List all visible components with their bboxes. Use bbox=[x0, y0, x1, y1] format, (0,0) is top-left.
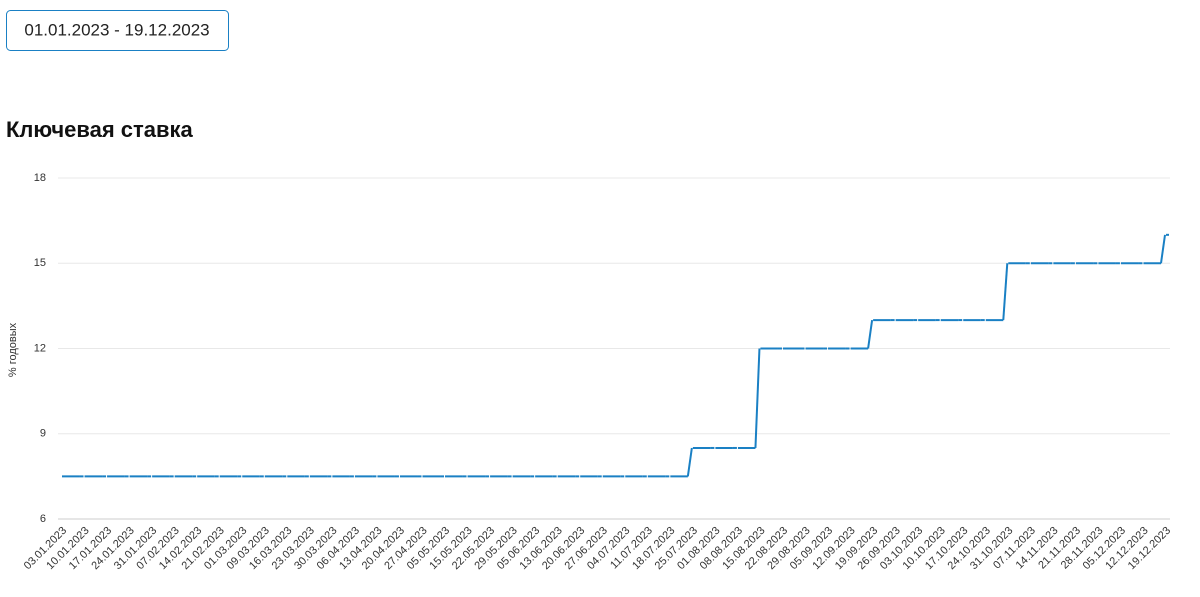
step-riser bbox=[867, 319, 874, 349]
y-axis-label: % годовых bbox=[7, 322, 19, 377]
y-tick-label: 9 bbox=[40, 428, 46, 440]
y-tick-label: 18 bbox=[34, 172, 46, 184]
y-tick-label: 6 bbox=[40, 513, 46, 525]
date-range-button[interactable] bbox=[6, 10, 229, 51]
step-riser bbox=[754, 348, 761, 448]
step-riser bbox=[1002, 263, 1009, 321]
step-riser bbox=[1160, 234, 1166, 264]
y-tick-label: 12 bbox=[34, 342, 46, 354]
step-riser bbox=[686, 447, 693, 477]
y-tick-label: 15 bbox=[34, 257, 46, 269]
date-range-text[interactable]: 01.01.2023 - 19.12.2023 bbox=[24, 20, 209, 39]
chart-title: Ключевая ставка bbox=[6, 117, 194, 142]
